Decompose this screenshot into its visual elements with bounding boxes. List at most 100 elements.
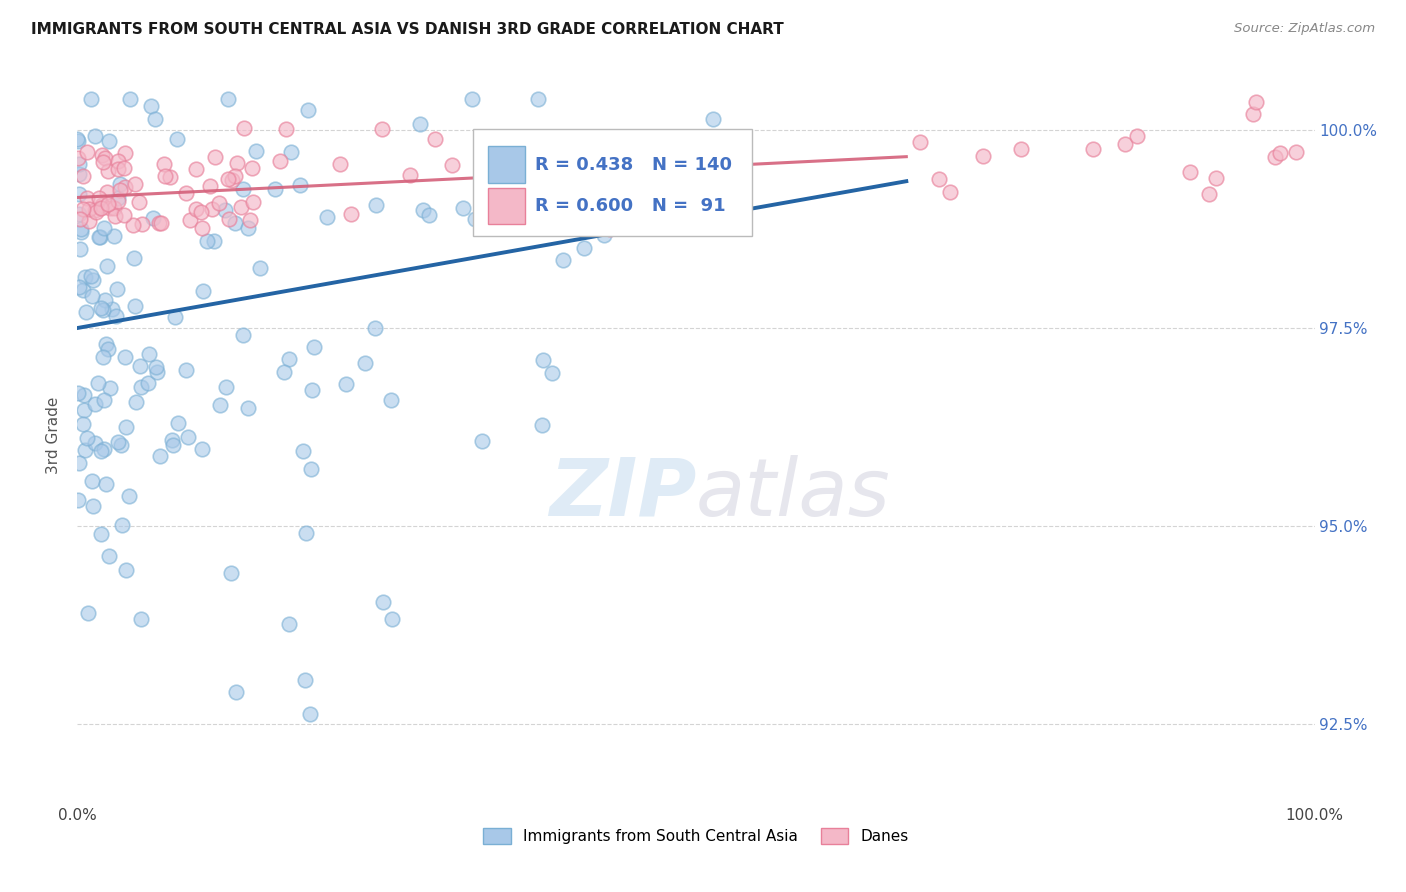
Point bbox=[579, 204, 602, 219]
Point bbox=[69, 212, 91, 227]
Point bbox=[89, 202, 111, 216]
Point bbox=[153, 169, 176, 184]
Point bbox=[114, 145, 136, 160]
Point bbox=[82, 289, 104, 303]
Point bbox=[107, 194, 129, 209]
Point bbox=[219, 566, 242, 580]
Point bbox=[202, 234, 225, 248]
Point bbox=[301, 383, 323, 397]
Point bbox=[150, 216, 173, 230]
Point bbox=[1241, 107, 1264, 121]
Point bbox=[299, 462, 322, 476]
Point bbox=[84, 205, 107, 219]
Point bbox=[67, 157, 90, 171]
Point bbox=[82, 273, 104, 287]
Point bbox=[80, 269, 103, 284]
Point bbox=[146, 365, 169, 379]
Point bbox=[463, 212, 485, 227]
Point bbox=[72, 402, 94, 417]
Point bbox=[648, 162, 671, 177]
FancyBboxPatch shape bbox=[488, 187, 526, 225]
Point bbox=[162, 434, 184, 448]
Point bbox=[294, 673, 316, 688]
Point bbox=[118, 489, 141, 503]
Point bbox=[626, 169, 648, 183]
Point bbox=[335, 376, 357, 391]
Point bbox=[238, 401, 260, 416]
Point bbox=[118, 91, 141, 105]
Point bbox=[225, 685, 247, 699]
Point bbox=[105, 282, 128, 296]
Point bbox=[114, 350, 136, 364]
Point bbox=[107, 434, 129, 449]
Point bbox=[418, 208, 440, 222]
Point bbox=[98, 202, 121, 216]
Point bbox=[94, 152, 117, 166]
Point bbox=[179, 212, 201, 227]
Point bbox=[69, 221, 91, 235]
Point bbox=[159, 170, 181, 185]
Point bbox=[441, 158, 464, 172]
Point bbox=[174, 362, 197, 376]
Point bbox=[191, 442, 214, 457]
Text: R = 0.600   N =  91: R = 0.600 N = 91 bbox=[536, 197, 725, 215]
Point bbox=[972, 149, 994, 163]
Point bbox=[1114, 137, 1136, 152]
Point bbox=[166, 132, 188, 146]
Point bbox=[208, 195, 231, 210]
Point bbox=[139, 99, 162, 113]
Point bbox=[217, 172, 239, 186]
Point bbox=[277, 352, 299, 367]
Point bbox=[94, 476, 117, 491]
Point bbox=[112, 208, 135, 222]
Point bbox=[304, 341, 326, 355]
Point bbox=[100, 381, 122, 395]
Point bbox=[702, 112, 724, 127]
Point bbox=[82, 499, 104, 513]
Point bbox=[136, 376, 159, 391]
Point bbox=[191, 220, 214, 235]
Point bbox=[101, 302, 124, 317]
Point bbox=[295, 526, 318, 541]
Point bbox=[224, 169, 246, 183]
Point bbox=[225, 156, 247, 170]
Point bbox=[77, 214, 100, 228]
Point bbox=[186, 202, 208, 216]
Point bbox=[72, 417, 94, 431]
Point bbox=[1081, 142, 1104, 156]
Point bbox=[111, 518, 134, 533]
Point bbox=[76, 145, 98, 160]
Point bbox=[221, 173, 243, 187]
Point bbox=[191, 284, 214, 298]
Point bbox=[112, 161, 135, 175]
Point bbox=[371, 595, 394, 609]
Point bbox=[94, 337, 117, 351]
Point bbox=[1198, 186, 1220, 201]
Point bbox=[240, 161, 263, 175]
Point bbox=[97, 196, 120, 211]
Point bbox=[77, 607, 100, 621]
Point bbox=[91, 198, 114, 212]
Point bbox=[166, 416, 188, 430]
Point bbox=[409, 117, 432, 131]
Point bbox=[131, 218, 153, 232]
Point bbox=[204, 150, 226, 164]
Point bbox=[574, 241, 596, 255]
Point bbox=[315, 210, 337, 224]
Point bbox=[1126, 129, 1149, 144]
Text: IMMIGRANTS FROM SOUTH CENTRAL ASIA VS DANISH 3RD GRADE CORRELATION CHART: IMMIGRANTS FROM SOUTH CENTRAL ASIA VS DA… bbox=[31, 22, 783, 37]
Point bbox=[381, 612, 404, 626]
Point bbox=[89, 230, 111, 244]
Point bbox=[67, 167, 90, 181]
Text: atlas: atlas bbox=[696, 455, 891, 533]
Point bbox=[910, 135, 932, 149]
Point bbox=[231, 201, 253, 215]
Point bbox=[364, 321, 387, 335]
Point bbox=[108, 178, 131, 192]
Point bbox=[299, 706, 322, 721]
Point bbox=[143, 112, 166, 127]
Point bbox=[70, 225, 93, 239]
Point bbox=[129, 359, 152, 373]
Point bbox=[371, 122, 394, 136]
Point bbox=[91, 350, 114, 364]
